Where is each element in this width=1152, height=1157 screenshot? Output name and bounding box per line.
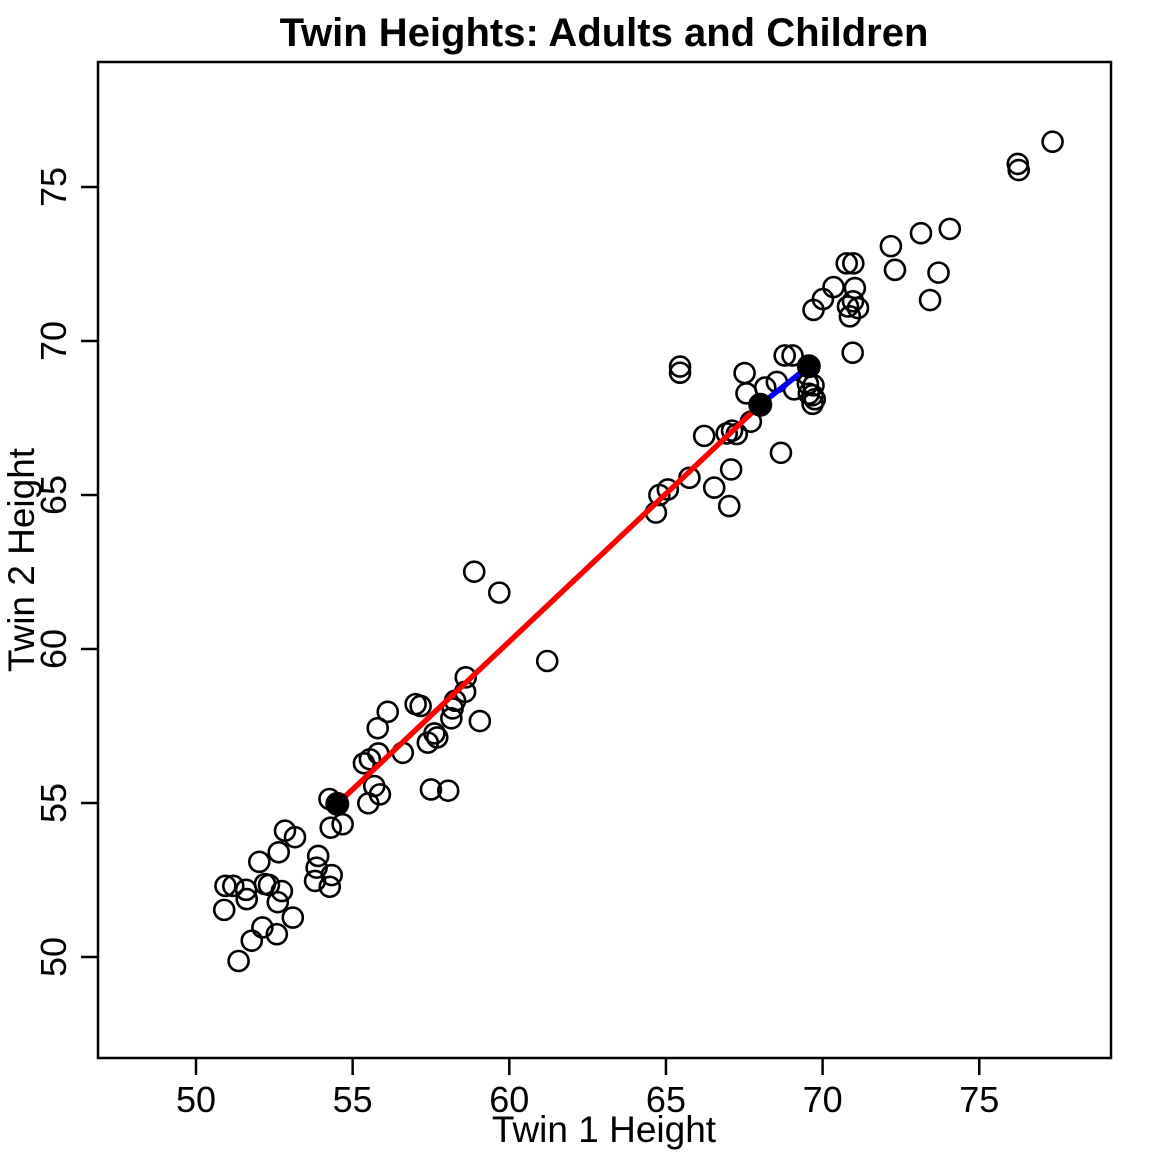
y-tick-label: 70 [33,321,74,361]
y-tick-label: 75 [33,167,74,207]
y-tick-label: 50 [33,937,74,977]
x-tick-label: 55 [333,1079,373,1120]
data-point [283,825,307,849]
data-point [436,779,460,802]
data-point [1041,130,1064,154]
data-point [702,476,726,499]
data-point [454,666,478,689]
data-point [221,874,245,898]
data-point [306,844,330,868]
data-point [468,709,492,733]
data-point [419,778,443,801]
data-point [842,252,865,275]
data-point [668,355,692,378]
data-point [352,751,376,775]
data-point [409,694,432,718]
data-point [281,906,305,929]
data-point [462,560,486,583]
data-point [841,289,865,313]
data-point [883,258,907,282]
data-point [440,706,463,730]
highlighted-data-point [325,791,350,816]
data-point [733,361,756,385]
x-tick-label: 50 [176,1079,216,1120]
chart-title: Twin Heights: Adults and Children [280,11,929,55]
data-point [909,221,933,245]
x-tick-label: 70 [803,1079,843,1120]
data-point [319,816,343,839]
data-point [648,483,671,507]
data-point [719,458,743,481]
y-tick-label: 65 [33,475,74,515]
y-tick-label: 55 [33,783,74,823]
red-segment [334,402,764,807]
data-point [227,949,250,973]
x-axis-label: Twin 1 Height [492,1109,717,1150]
data-point [846,296,870,320]
data-point [938,217,962,241]
data-point [266,890,290,914]
data-point [841,341,864,365]
data-point [769,441,793,465]
data-point [270,879,294,903]
data-point [879,234,903,258]
data-point [838,305,862,328]
x-axis-ticks: 50 55 60 65 70 75 [176,1058,999,1120]
data-point [822,275,845,299]
data-point [320,863,343,887]
data-point [357,792,380,815]
data-point [265,922,289,946]
data-point [366,716,390,740]
data-point [801,392,824,416]
data-point [835,252,859,275]
highlighted-data-point [748,392,773,417]
data-point [1007,158,1031,182]
highlighted-data-point [796,354,821,379]
plot-border [96,60,1113,1060]
data-point [668,361,692,385]
data-point [240,929,264,952]
data-point [416,731,440,754]
data-point [692,424,716,448]
data-point [318,875,342,899]
data-point [927,261,950,284]
scatter-points-filled [325,354,821,816]
y-tick-label: 60 [33,629,74,669]
data-point [212,898,236,922]
data-point [781,344,804,367]
data-point [802,298,825,322]
data-point [247,850,271,874]
data-point [214,874,237,898]
data-point [918,288,942,312]
data-point [773,344,796,367]
data-point [717,494,741,518]
data-point [257,873,281,897]
y-axis-label: Twin 2 Height [1,447,42,672]
x-tick-label: 60 [489,1079,529,1120]
x-tick-label: 65 [646,1079,686,1120]
data-point [376,700,400,724]
data-point [487,581,511,604]
data-point [836,295,860,318]
data-point [235,887,259,911]
data-point [535,649,559,673]
data-point [331,812,354,836]
y-axis-ticks: 50 55 60 65 70 75 [33,167,98,977]
x-tick-label: 75 [959,1079,999,1120]
connector-segments [334,363,812,807]
scatter-points-open [212,130,1064,973]
data-point [267,840,291,864]
data-point [720,419,744,442]
